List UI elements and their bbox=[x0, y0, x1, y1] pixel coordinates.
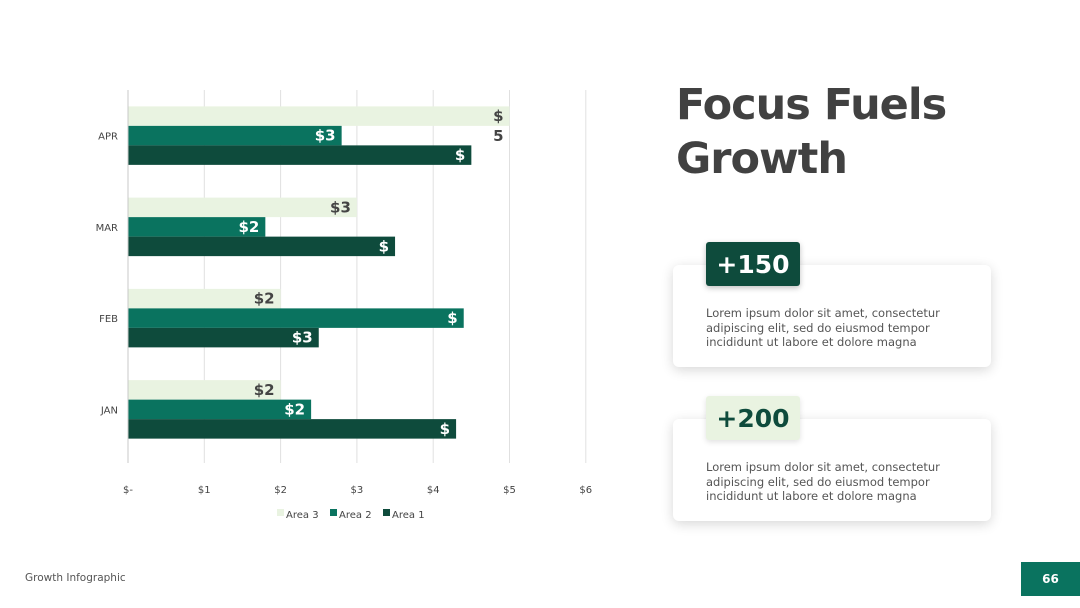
x-tick-label-4: $4 bbox=[427, 485, 440, 496]
x-tick-label-5: $5 bbox=[503, 485, 516, 496]
bar-area-3-mar bbox=[128, 197, 357, 218]
category-label-feb: FEB bbox=[99, 314, 118, 325]
stat-card-2-text: Lorem ipsum dolor sit amet, consectetur … bbox=[706, 460, 940, 503]
stat-card-1-text: Lorem ipsum dolor sit amet, consectetur … bbox=[706, 306, 940, 349]
legend-swatch-area-3 bbox=[277, 509, 284, 516]
stat-badge-2: +200 bbox=[706, 396, 800, 440]
data-label-area-2-apr: $3 bbox=[315, 127, 336, 145]
data-label-area-1-feb: $3 bbox=[292, 329, 313, 347]
bar-area-2-mar bbox=[128, 217, 266, 237]
slide-title: Focus Fuels Growth bbox=[676, 80, 947, 184]
legend-label-area-3: Area 3 bbox=[286, 510, 319, 521]
bar-area-1-apr bbox=[128, 145, 472, 165]
bar-chart: $2 $2 $ $2 $ $3 $3 $2 $ $ 5 $3 $ $- $1 $2 $3 $4 $5 $6 JAN FE… bbox=[96, 90, 592, 521]
bar-area-2-feb bbox=[128, 308, 464, 328]
category-label-apr: APR bbox=[98, 132, 118, 143]
data-label-area-3-jan: $2 bbox=[254, 381, 275, 399]
category-label-mar: MAR bbox=[96, 223, 118, 234]
data-label-area-2-jan: $2 bbox=[284, 400, 305, 418]
data-label-area-3-mar: $3 bbox=[330, 198, 351, 216]
bar-area-1-feb bbox=[128, 327, 319, 348]
data-label-area-2-feb: $ bbox=[447, 309, 457, 327]
page-number: 66 bbox=[1021, 562, 1080, 596]
bar-area-2-apr bbox=[128, 125, 342, 146]
legend-label-area-1: Area 1 bbox=[392, 510, 425, 521]
category-label-jan: JAN bbox=[100, 405, 118, 416]
bar-area-1-jan bbox=[128, 419, 457, 439]
legend-swatch-area-2 bbox=[330, 509, 337, 516]
bar-area-2-jan bbox=[128, 399, 312, 420]
bar-area-1-mar bbox=[128, 236, 396, 257]
data-label-area-1-mar: $ bbox=[379, 237, 389, 255]
stat-badge-1: +150 bbox=[706, 242, 800, 286]
data-label-area-3-feb: $2 bbox=[254, 290, 275, 308]
legend-swatch-area-1 bbox=[383, 509, 390, 516]
x-tick-label-2: $2 bbox=[274, 485, 287, 496]
bar-area-3-apr bbox=[128, 106, 510, 126]
footer-label: Growth Infographic bbox=[25, 572, 126, 584]
bar-area-3-jan bbox=[128, 380, 281, 400]
data-label-area-3-apr: $5 bbox=[493, 107, 503, 145]
data-label-area-1-apr: $ bbox=[455, 146, 465, 164]
data-label-area-1-jan: $ bbox=[440, 420, 450, 438]
data-label-area-2-mar: $2 bbox=[238, 218, 259, 236]
bar-area-3-feb bbox=[128, 288, 281, 309]
x-tick-label-3: $3 bbox=[351, 485, 364, 496]
x-tick-label-1: $1 bbox=[198, 485, 211, 496]
x-tick-label-6: $6 bbox=[579, 485, 592, 496]
legend-label-area-2: Area 2 bbox=[339, 510, 372, 521]
x-tick-label-0: $- bbox=[123, 485, 133, 496]
